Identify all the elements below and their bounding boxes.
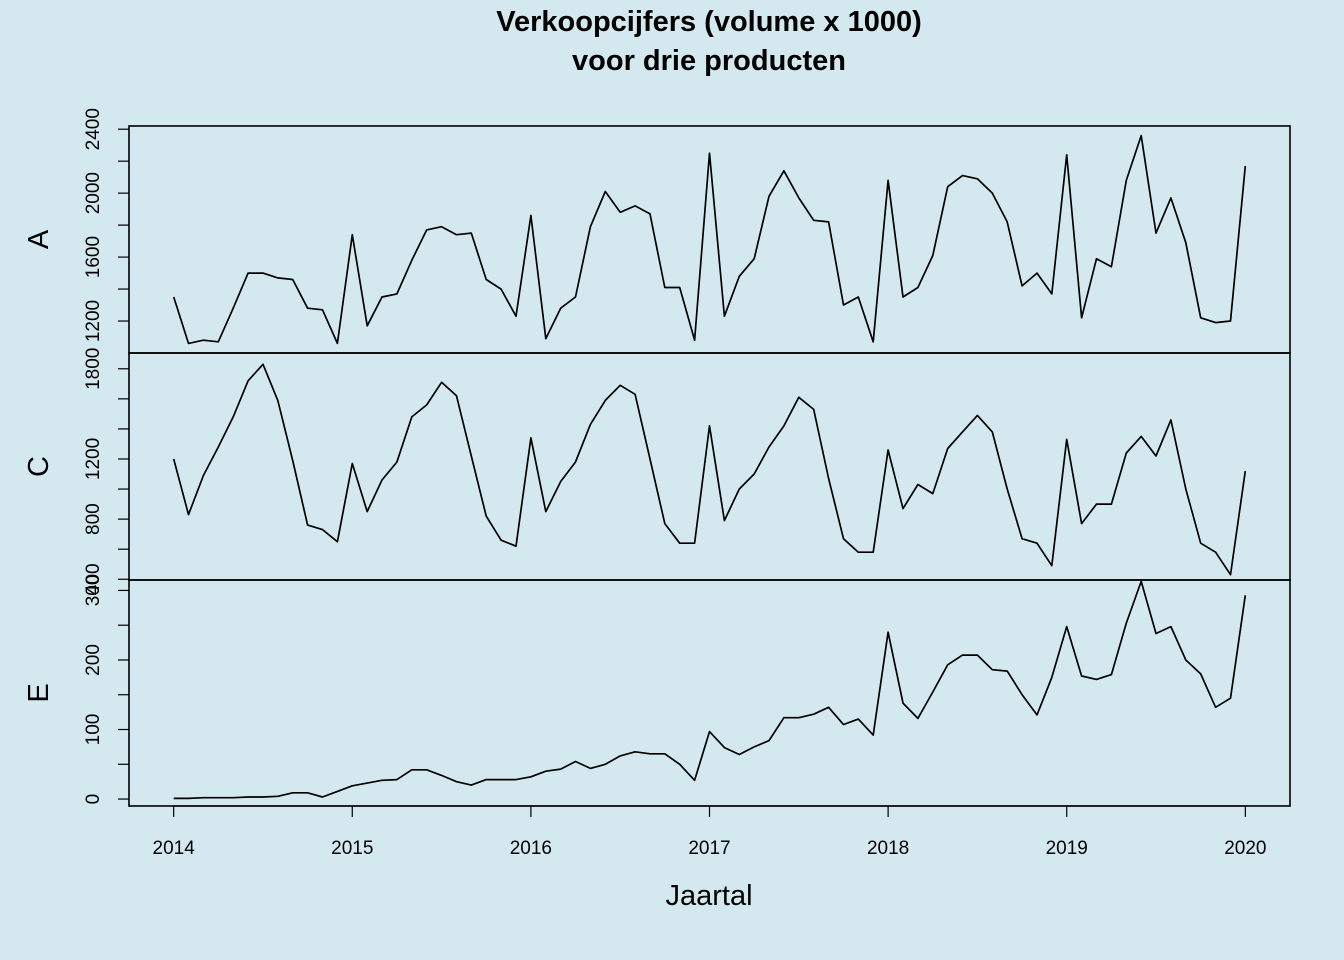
chart-subtitle: voor drie producten <box>572 45 846 77</box>
panel-label: C <box>23 456 55 477</box>
x-axis: 2014 2015 2016 2017 2018 2019 2020 <box>153 805 1266 859</box>
x-tick-label: 2017 <box>688 838 730 859</box>
panels: 1200 1600 2000 2400 A 400 800 1200 1800 C 0 100 200 3… <box>23 108 1291 807</box>
y-tick-label: 1200 <box>83 300 104 342</box>
panel-a: 1200 1600 2000 2400 A <box>23 108 1291 354</box>
y-tick-label: 1800 <box>83 348 104 390</box>
x-tick-label: 2015 <box>331 838 373 859</box>
y-tick-label: 300 <box>83 575 104 607</box>
series-line-c <box>172 363 1247 576</box>
panel-e: 0 100 200 300 E <box>23 575 1291 807</box>
x-axis-label: Jaartal <box>665 880 752 912</box>
x-tick-label: 2018 <box>867 838 909 859</box>
y-tick-label: 200 <box>83 644 104 676</box>
panel-label: A <box>23 229 55 249</box>
y-tick-label: 800 <box>83 503 104 535</box>
panel-frame <box>128 352 1291 581</box>
x-tick-label: 2014 <box>153 838 196 859</box>
x-tick-label: 2019 <box>1046 838 1088 859</box>
panel-label: E <box>23 683 55 702</box>
y-tick-label: 1200 <box>83 438 104 480</box>
y-tick-label: 400 <box>83 563 104 595</box>
x-tick-label: 2016 <box>510 838 552 859</box>
chart-title: Verkoopcijfers (volume x 1000) <box>496 6 922 38</box>
y-tick-label: 1600 <box>83 236 104 278</box>
panel-c: 400 800 1200 1800 C <box>23 348 1291 595</box>
series-line-e <box>173 580 1247 800</box>
panel-frame <box>128 579 1291 807</box>
series-line-a <box>172 134 1247 345</box>
x-tick-label: 2020 <box>1224 838 1266 859</box>
y-tick-label: 2400 <box>83 108 104 150</box>
y-tick-label: 0 <box>83 794 104 805</box>
y-tick-label: 100 <box>83 714 104 746</box>
y-tick-label: 2000 <box>83 172 104 214</box>
